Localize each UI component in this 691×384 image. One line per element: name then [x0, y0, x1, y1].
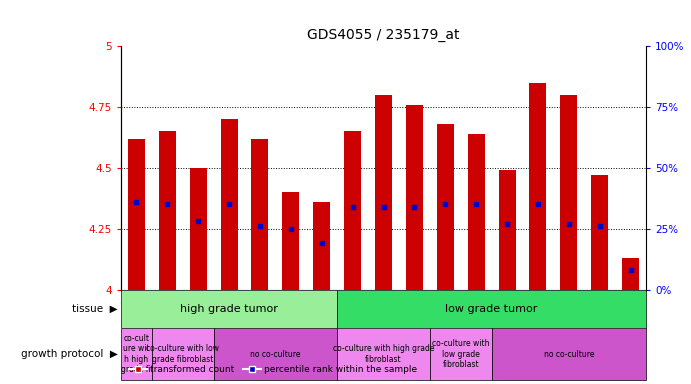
Bar [491, 328, 646, 380]
Bar [337, 290, 646, 328]
Bar [430, 328, 491, 380]
Bar [468, 134, 484, 290]
Bar [313, 202, 330, 290]
Bar [159, 131, 176, 290]
Text: high grade tumor: high grade tumor [180, 304, 278, 314]
Text: no co-culture: no co-culture [544, 349, 594, 359]
Text: no co-culture: no co-culture [250, 349, 301, 359]
Bar [406, 104, 423, 290]
Bar [529, 83, 547, 290]
Bar [252, 139, 268, 290]
Text: co-culture with
low grade
fibroblast: co-culture with low grade fibroblast [432, 339, 489, 369]
Text: growth protocol  ▶: growth protocol ▶ [21, 349, 117, 359]
Bar [560, 95, 578, 290]
Bar [337, 328, 430, 380]
Text: co-cult
ure wit
h high
grade fi: co-cult ure wit h high grade fi [122, 334, 151, 374]
Bar [499, 170, 515, 290]
Bar [375, 95, 392, 290]
Text: GDS4055 / 235179_at: GDS4055 / 235179_at [307, 28, 460, 42]
Text: tissue  ▶: tissue ▶ [72, 304, 117, 314]
Bar [189, 168, 207, 290]
Bar [214, 328, 337, 380]
Bar [220, 119, 238, 290]
Bar [437, 124, 454, 290]
Text: co-culture with low
grade fibroblast: co-culture with low grade fibroblast [146, 344, 219, 364]
Bar [622, 258, 639, 290]
Text: co-culture with high grade
fibroblast: co-culture with high grade fibroblast [333, 344, 434, 364]
Bar [591, 175, 608, 290]
Bar [128, 139, 145, 290]
Legend: transformed count, percentile rank within the sample: transformed count, percentile rank withi… [126, 361, 421, 377]
Text: low grade tumor: low grade tumor [446, 304, 538, 314]
Bar [121, 328, 152, 380]
Bar [121, 290, 337, 328]
Bar [283, 192, 299, 290]
Bar [344, 131, 361, 290]
Bar [152, 328, 214, 380]
